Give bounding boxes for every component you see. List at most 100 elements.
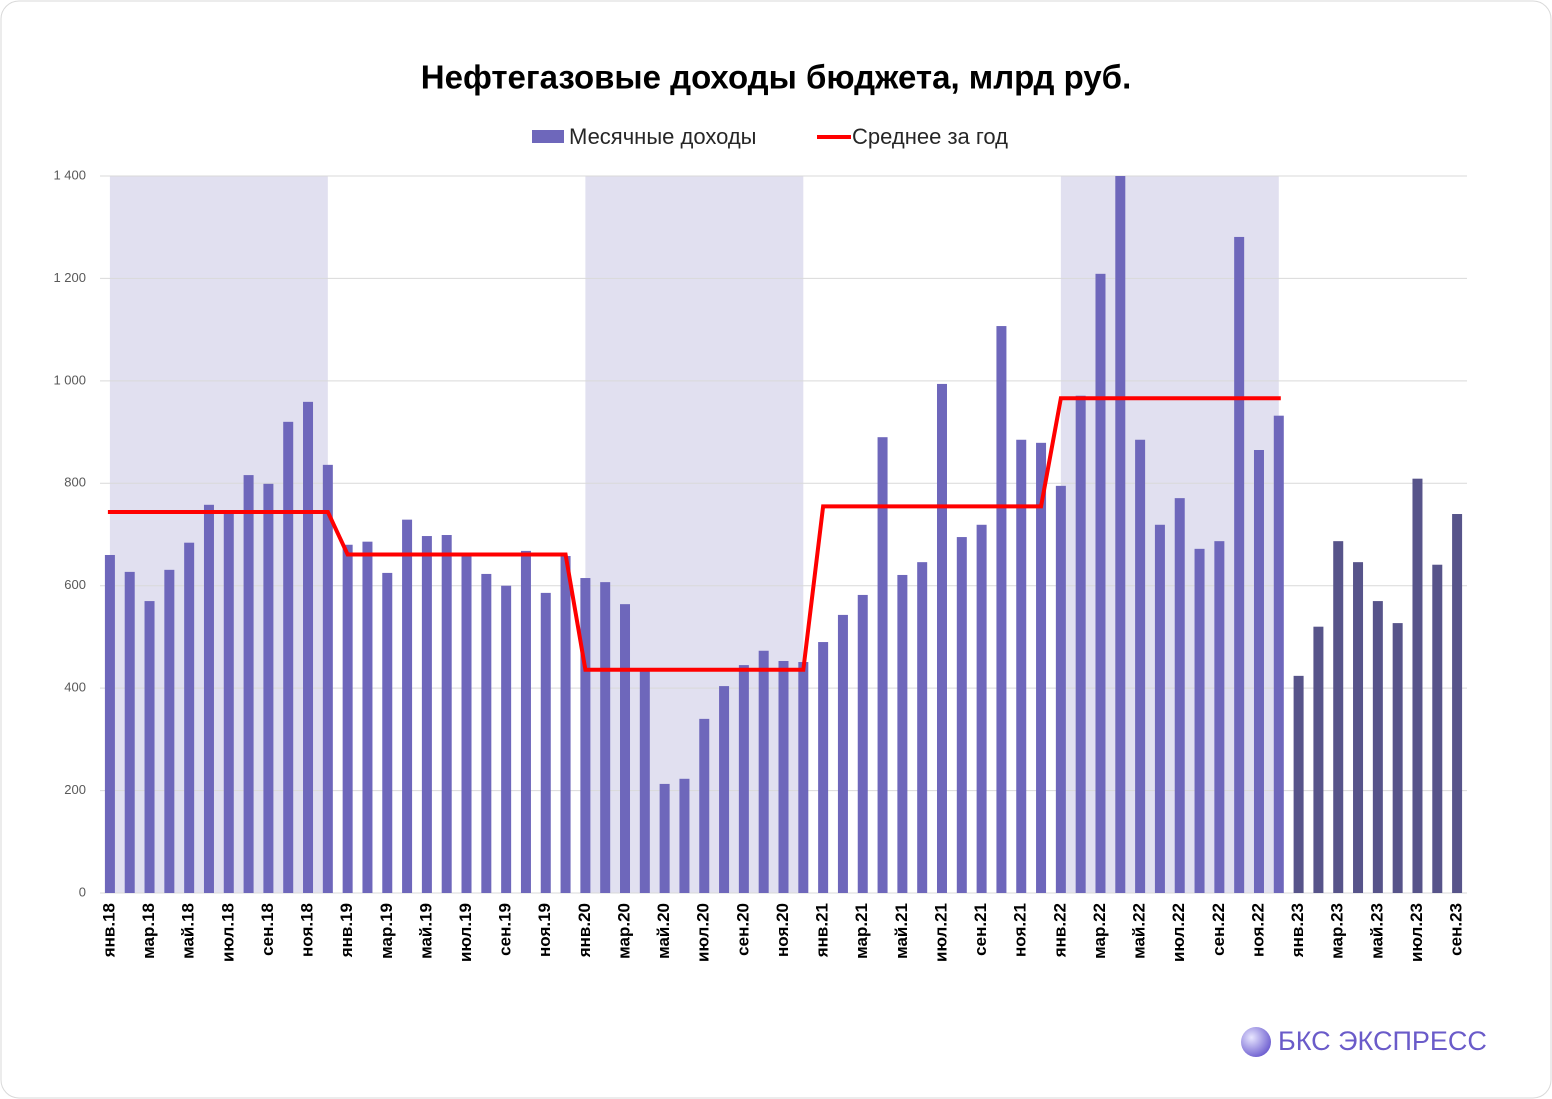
- bar: [1313, 626, 1324, 893]
- x-tick-label: май.21: [892, 903, 911, 959]
- bar: [1392, 623, 1403, 893]
- bar: [936, 383, 947, 893]
- bar: [1036, 442, 1047, 893]
- year-shade: [109, 176, 328, 893]
- bar: [243, 475, 254, 893]
- x-tick-label: янв.19: [337, 903, 356, 958]
- x-tick-label: сен.20: [733, 903, 752, 956]
- x-tick-label: ноя.21: [1011, 903, 1030, 957]
- x-tick-label: сен.18: [258, 903, 277, 956]
- x-tick-label: май.18: [179, 903, 198, 959]
- bar: [283, 421, 294, 893]
- bar: [580, 578, 591, 893]
- bar: [818, 642, 829, 893]
- chart-title: Нефтегазовые доходы бюджета, млрд руб.: [421, 59, 1131, 96]
- bar: [1016, 439, 1027, 893]
- bar: [303, 401, 314, 893]
- bar: [1135, 439, 1146, 893]
- x-tick-label: июл.18: [218, 903, 237, 962]
- x-tick-label: ноя.20: [773, 903, 792, 957]
- legend-label: Месячные доходы: [569, 124, 756, 149]
- x-tick-label: янв.20: [575, 903, 594, 958]
- year-shade: [1060, 176, 1279, 893]
- y-tick-label: 400: [64, 680, 86, 695]
- bar: [877, 437, 888, 893]
- x-tick-label: май.22: [1130, 903, 1149, 959]
- bar: [600, 582, 611, 893]
- bar: [560, 556, 571, 893]
- y-tick-label: 600: [64, 577, 86, 592]
- bar: [837, 614, 848, 893]
- bar: [976, 524, 987, 893]
- x-tick-label: июл.20: [694, 903, 713, 962]
- x-tick-label: мар.19: [377, 903, 396, 959]
- year-shade: [585, 176, 804, 893]
- bar: [421, 536, 432, 893]
- bar: [263, 483, 274, 893]
- legend-label: Среднее за год: [852, 124, 1008, 149]
- bar: [1234, 236, 1245, 893]
- x-tick-label: июл.23: [1407, 903, 1426, 962]
- bar: [1214, 541, 1225, 893]
- bar: [124, 571, 135, 893]
- bar: [144, 601, 155, 893]
- x-tick-label: сен.22: [1209, 903, 1228, 956]
- bar: [104, 554, 115, 893]
- bar: [223, 511, 234, 893]
- bar: [857, 594, 868, 893]
- bar: [1452, 514, 1463, 893]
- x-tick-label: сен.19: [496, 903, 515, 956]
- bar: [402, 519, 413, 893]
- bar: [184, 542, 195, 893]
- bar: [520, 550, 531, 893]
- y-tick-label: 1 400: [53, 167, 86, 182]
- x-tick-label: янв.23: [1288, 903, 1307, 958]
- bar: [481, 573, 492, 893]
- bar: [164, 569, 175, 893]
- bar: [996, 326, 1007, 893]
- bar: [917, 562, 928, 893]
- y-tick-label: 1 000: [53, 372, 86, 387]
- bar: [1055, 485, 1066, 893]
- y-tick-label: 800: [64, 475, 86, 490]
- x-tick-label: май.23: [1367, 903, 1386, 959]
- y-tick-label: 200: [64, 782, 86, 797]
- x-tick-label: янв.21: [813, 903, 832, 958]
- bar: [679, 778, 690, 893]
- bar: [1412, 478, 1423, 893]
- x-tick-label: мар.22: [1090, 903, 1109, 959]
- bar: [1174, 498, 1185, 893]
- x-tick-label: июл.22: [1169, 903, 1188, 962]
- x-tick-label: янв.18: [99, 903, 118, 958]
- bar: [639, 670, 650, 893]
- bar: [501, 585, 512, 893]
- bar: [322, 464, 333, 893]
- x-tick-label: июл.19: [456, 903, 475, 962]
- bar: [461, 554, 472, 893]
- bar: [1293, 675, 1304, 893]
- bar: [1115, 176, 1126, 893]
- x-tick-label: мар.23: [1328, 903, 1347, 959]
- x-tick-label: май.20: [654, 903, 673, 959]
- bar: [956, 537, 967, 893]
- x-tick-label: ноя.19: [535, 903, 554, 957]
- logo-icon: [1241, 1027, 1271, 1057]
- bar: [1194, 548, 1205, 893]
- x-tick-label: мар.21: [852, 903, 871, 959]
- bar: [540, 592, 551, 893]
- bar: [1432, 564, 1443, 893]
- bar: [1095, 273, 1106, 893]
- bar: [362, 541, 373, 893]
- bar: [441, 535, 452, 893]
- x-tick-label: мар.18: [139, 903, 158, 959]
- bar: [758, 650, 769, 893]
- bar: [699, 718, 710, 893]
- legend-swatch: [532, 130, 564, 143]
- bar: [1253, 449, 1264, 893]
- bar: [1075, 395, 1086, 893]
- y-tick-label: 0: [79, 884, 86, 899]
- x-tick-label: май.19: [416, 903, 435, 959]
- bar: [719, 686, 730, 893]
